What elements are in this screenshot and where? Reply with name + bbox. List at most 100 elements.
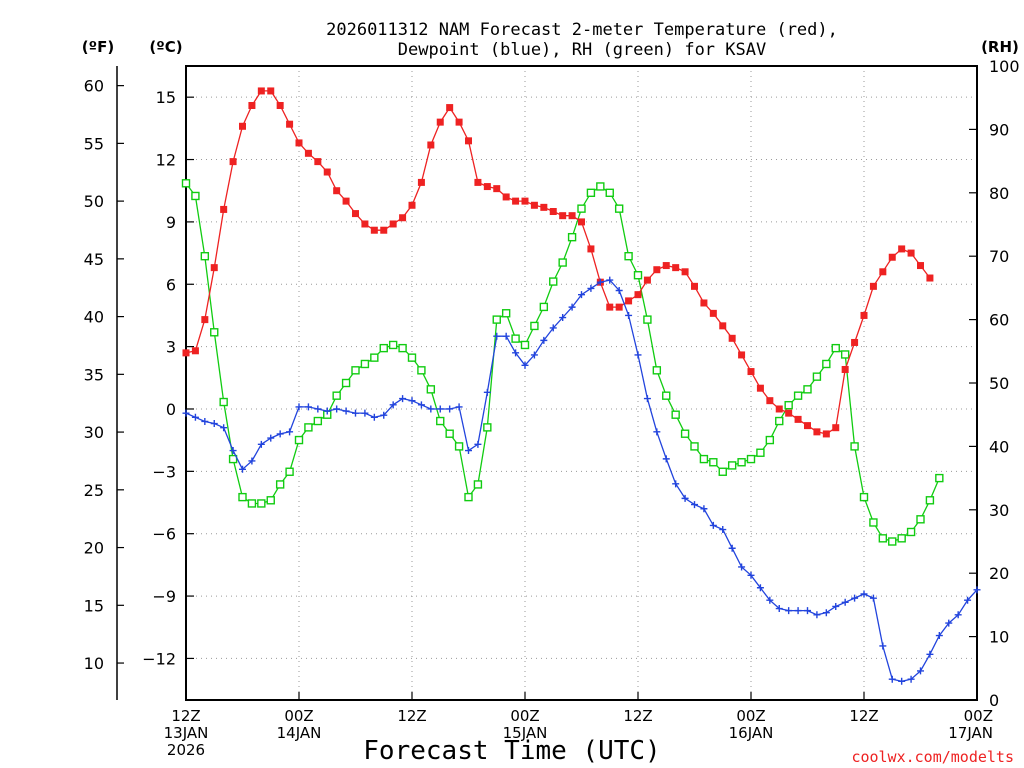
rh-point-22 — [388, 340, 398, 350]
f-tick-label-8: 20 — [84, 539, 104, 558]
rh-point-73 — [869, 518, 878, 527]
rh-point-44 — [596, 182, 605, 191]
rh-point-50 — [652, 366, 662, 375]
rh-point-24 — [407, 353, 417, 362]
rh-point-75 — [888, 537, 897, 546]
rh-tick-label-6: 40 — [989, 437, 1009, 456]
temperature-point-47 — [625, 297, 633, 305]
dewpoint-point-18 — [352, 409, 359, 417]
rh-point-39 — [549, 277, 558, 286]
dewpoint-point-6 — [239, 465, 246, 473]
temperature-point-62 — [766, 397, 774, 405]
rh-point-42 — [577, 204, 586, 213]
temperature-point-12 — [295, 139, 303, 147]
f-tick-label-6: 30 — [84, 423, 104, 442]
temperature-point-24 — [408, 201, 416, 209]
x-tick-label-6-0: 12Z — [849, 707, 878, 725]
credit-text: coolwx.com/modelts — [851, 748, 1014, 766]
rh-point-16 — [332, 391, 341, 400]
temperature-point-37 — [530, 201, 538, 209]
dewpoint-point-84 — [973, 586, 981, 594]
temperature-point-29 — [455, 118, 463, 126]
temperature-point-79 — [926, 274, 934, 282]
x-tick-label-3-1: 15JAN — [503, 724, 548, 742]
temperature-point-63 — [775, 405, 783, 413]
rh-point-37 — [530, 321, 539, 331]
rh-point-71 — [850, 442, 859, 451]
temperature-point-43 — [587, 245, 595, 253]
rh-point-59 — [737, 458, 746, 467]
temperature-point-20 — [370, 226, 378, 234]
f-tick-label-0: 60 — [84, 77, 104, 96]
rh-point-31 — [473, 480, 483, 489]
temperature-point-23 — [399, 214, 407, 222]
temperature-point-51 — [662, 262, 670, 270]
temperature-point-13 — [304, 149, 312, 157]
rh-tick-label-2: 80 — [989, 184, 1009, 203]
c-tick-label-1: 12 — [156, 151, 176, 170]
rh-point-1 — [191, 191, 200, 201]
c-tick-label-6: −3 — [152, 462, 176, 481]
dewpoint-point-43 — [587, 284, 595, 292]
f-tick-label-2: 50 — [84, 192, 104, 211]
rh-point-77 — [906, 527, 916, 537]
dewpoint-point-49 — [643, 395, 651, 403]
dewpoint-point-17 — [342, 407, 350, 415]
rh-point-26 — [426, 385, 436, 394]
temperature-point-57 — [719, 322, 727, 330]
rh-unit-label: (RH) — [981, 38, 1019, 56]
rh-point-80 — [935, 473, 944, 483]
rh-point-0 — [181, 179, 191, 188]
temperature-point-54 — [691, 282, 698, 290]
dewpoint-point-83 — [964, 596, 972, 604]
dewpoint-point-77 — [907, 675, 915, 683]
temperature-point-5 — [229, 158, 237, 166]
rh-point-69 — [831, 343, 840, 353]
temperature-point-27 — [436, 118, 444, 126]
dewpoint-point-0 — [182, 409, 190, 417]
rh-point-68 — [822, 359, 831, 369]
rh-point-72 — [859, 492, 869, 502]
dewpoint-point-74 — [879, 642, 887, 650]
temperature-point-69 — [832, 424, 840, 432]
rh-point-61 — [756, 448, 765, 457]
rh-point-41 — [567, 232, 577, 242]
dewpoint-point-29 — [455, 403, 463, 411]
rh-point-56 — [709, 458, 718, 467]
rh-point-74 — [878, 534, 888, 543]
rh-point-67 — [812, 372, 822, 381]
rh-point-57 — [718, 467, 727, 476]
c-tick-label-4: 3 — [166, 338, 176, 357]
rh-point-52 — [671, 410, 680, 419]
dewpoint-point-80 — [935, 632, 943, 640]
dewpoint-point-42 — [578, 291, 585, 299]
temperature-point-25 — [417, 178, 425, 186]
dewpoint-point-32 — [483, 388, 491, 396]
f-tick-label-1: 55 — [84, 134, 104, 153]
dewpoint-point-64 — [785, 607, 793, 615]
rh-point-18 — [351, 366, 360, 375]
temperature-point-77 — [907, 249, 915, 257]
temperature-point-1 — [191, 347, 199, 355]
f-tick-label-9: 15 — [84, 596, 104, 615]
rh-tick-label-9: 10 — [989, 628, 1009, 647]
rh-point-17 — [341, 378, 351, 388]
dewpoint-point-60 — [747, 571, 755, 579]
temperature-point-10 — [276, 101, 284, 109]
dewpoint-point-78 — [917, 667, 924, 675]
dewpoint-point-66 — [804, 607, 811, 615]
dewpoint-point-53 — [681, 494, 689, 502]
dewpoint-point-27 — [436, 405, 444, 413]
x-tick-label-0-0: 12Z — [171, 707, 200, 725]
dewpoint-point-54 — [691, 501, 698, 509]
dewpoint-point-81 — [945, 619, 953, 627]
temperature-point-36 — [521, 197, 529, 205]
temperature-point-14 — [314, 158, 322, 166]
temperature-point-73 — [869, 282, 877, 290]
temperature-point-58 — [728, 334, 736, 342]
temperature-point-33 — [493, 185, 501, 193]
temperature-point-16 — [333, 187, 341, 195]
rh-point-29 — [454, 442, 464, 451]
